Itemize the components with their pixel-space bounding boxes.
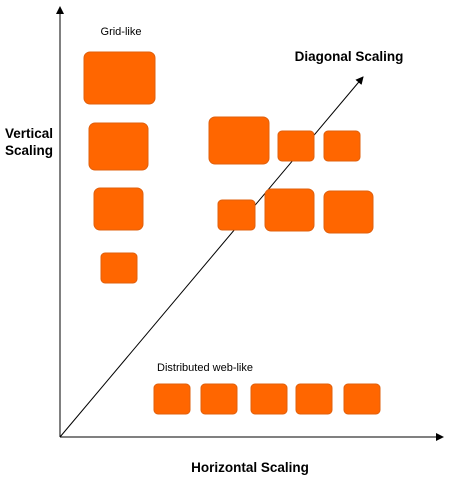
vertical-node-2	[88, 122, 149, 171]
grid-like-label: Grid-like	[101, 26, 142, 38]
vertical-scaling-label-line1: Vertical	[5, 126, 53, 141]
diagonal-node-2	[277, 130, 315, 162]
horizontal-node-5	[343, 383, 381, 415]
vertical-scaling-label-line2: Scaling	[5, 143, 53, 158]
horizontal-node-4	[295, 383, 333, 415]
horizontal-node-1	[153, 383, 191, 415]
horizontal-node-2	[200, 383, 238, 415]
diagonal-node-3	[323, 130, 361, 162]
horizontal-scaling-label: Horizontal Scaling	[191, 460, 309, 475]
distributed-web-like-label: Distributed web-like	[157, 362, 253, 374]
horizontal-node-3	[250, 383, 288, 415]
diagonal-node-5	[264, 188, 315, 232]
diagonal-node-6	[323, 190, 374, 234]
vertical-node-3	[93, 187, 144, 231]
diagonal-node-1	[208, 116, 270, 165]
diagonal-node-4	[217, 199, 256, 231]
diagonal-scaling-label: Diagonal Scaling	[295, 49, 404, 64]
vertical-node-4	[100, 252, 138, 284]
vertical-node-1	[83, 51, 156, 105]
